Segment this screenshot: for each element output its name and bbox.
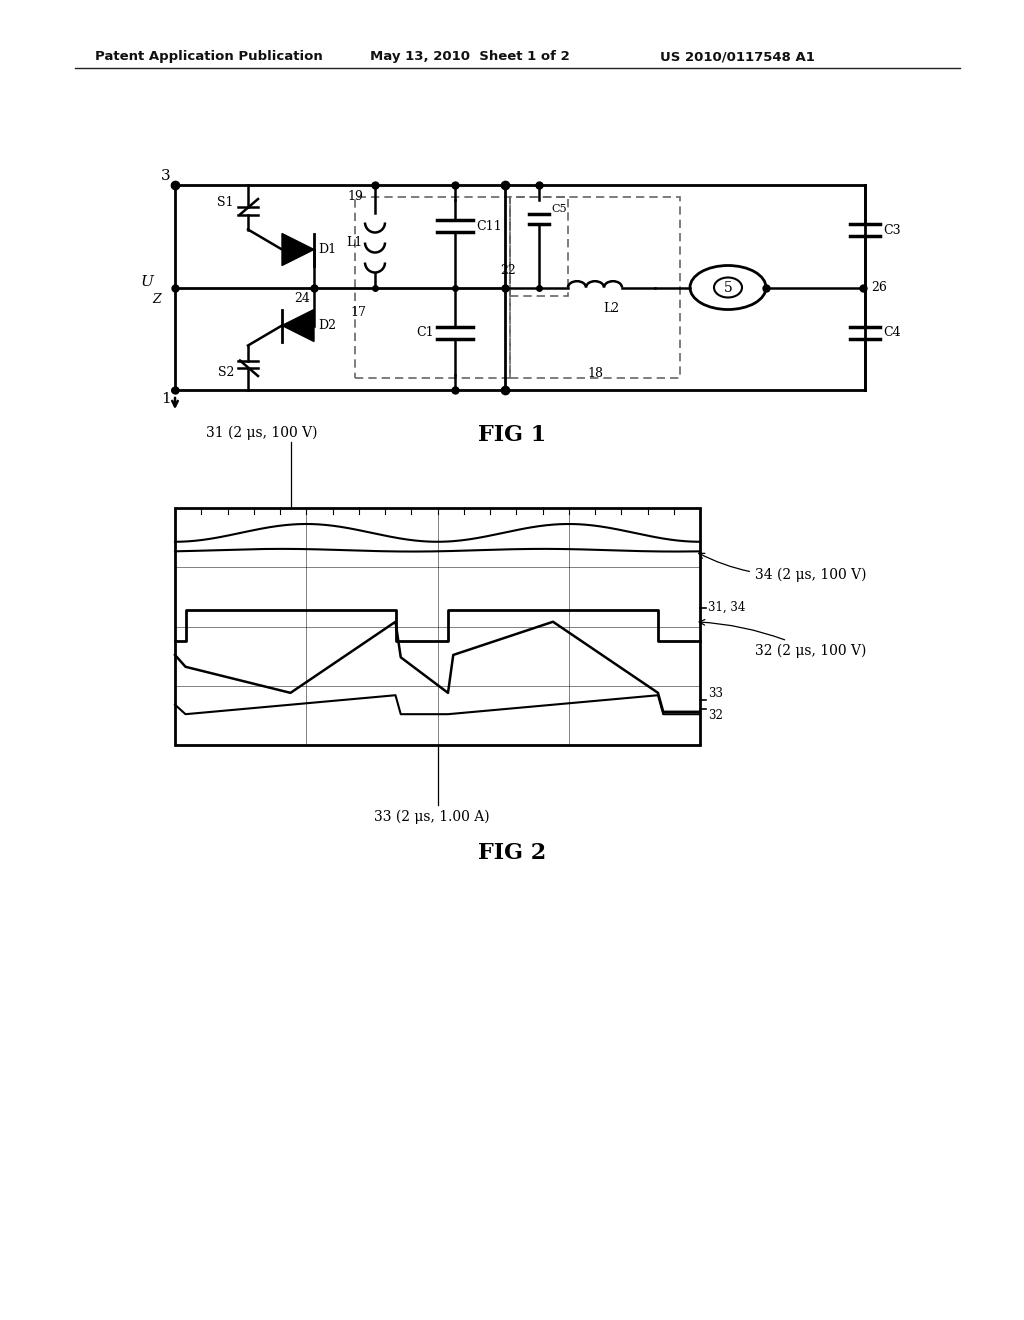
Text: 26: 26 bbox=[871, 281, 887, 294]
Text: 3: 3 bbox=[162, 169, 171, 183]
Text: 34 (2 μs, 100 V): 34 (2 μs, 100 V) bbox=[698, 553, 866, 582]
Text: U: U bbox=[140, 276, 153, 289]
Polygon shape bbox=[282, 309, 314, 342]
Text: 31 (2 μs, 100 V): 31 (2 μs, 100 V) bbox=[207, 425, 318, 440]
Text: 1: 1 bbox=[161, 392, 171, 407]
Text: 18: 18 bbox=[587, 367, 603, 380]
Text: L1: L1 bbox=[347, 236, 362, 249]
Text: S1: S1 bbox=[217, 195, 234, 209]
Text: Patent Application Publication: Patent Application Publication bbox=[95, 50, 323, 63]
Bar bbox=[355, 197, 510, 378]
Bar bbox=[175, 508, 700, 744]
Text: C11: C11 bbox=[476, 219, 502, 232]
Text: FIG 2: FIG 2 bbox=[478, 842, 546, 865]
Text: L2: L2 bbox=[603, 301, 620, 314]
Text: FIG 1: FIG 1 bbox=[478, 424, 546, 446]
Text: 22: 22 bbox=[500, 264, 516, 277]
Text: 24: 24 bbox=[294, 293, 310, 305]
Text: D1: D1 bbox=[318, 243, 336, 256]
Text: 33: 33 bbox=[708, 686, 723, 700]
Text: Z: Z bbox=[153, 293, 161, 306]
Text: C4: C4 bbox=[883, 326, 901, 339]
Bar bbox=[510, 197, 680, 378]
Text: C5: C5 bbox=[551, 205, 566, 214]
Polygon shape bbox=[282, 234, 314, 265]
Text: S2: S2 bbox=[218, 366, 234, 379]
Text: 32: 32 bbox=[708, 709, 723, 722]
Text: 32 (2 μs, 100 V): 32 (2 μs, 100 V) bbox=[699, 619, 866, 657]
Ellipse shape bbox=[690, 265, 766, 309]
Text: 31, 34: 31, 34 bbox=[708, 601, 745, 614]
Text: US 2010/0117548 A1: US 2010/0117548 A1 bbox=[660, 50, 815, 63]
Ellipse shape bbox=[714, 277, 742, 297]
Text: C1: C1 bbox=[417, 326, 434, 339]
Text: May 13, 2010  Sheet 1 of 2: May 13, 2010 Sheet 1 of 2 bbox=[370, 50, 569, 63]
Text: 5: 5 bbox=[724, 281, 732, 294]
Text: C3: C3 bbox=[883, 224, 901, 236]
Text: 19: 19 bbox=[347, 190, 362, 203]
Text: 33 (2 μs, 1.00 A): 33 (2 μs, 1.00 A) bbox=[375, 810, 490, 825]
Text: D2: D2 bbox=[318, 319, 336, 333]
Bar bbox=[510, 197, 568, 296]
Text: 17: 17 bbox=[350, 305, 366, 318]
